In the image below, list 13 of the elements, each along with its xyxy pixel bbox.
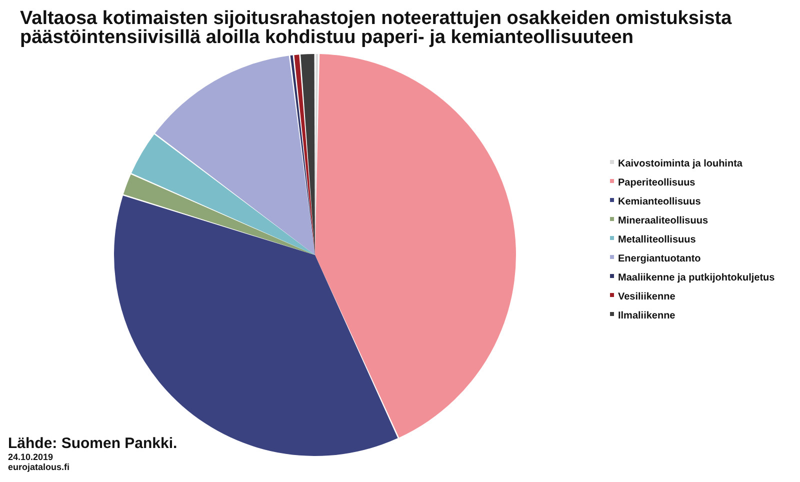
legend-label: Metalliteollisuus — [618, 234, 696, 246]
legend-label: Energiantuotanto — [618, 254, 701, 264]
legend-label: Paperiteollisuus — [618, 178, 696, 188]
text: 24.10.2019 — [8, 452, 54, 462]
text: Lähde: Suomen Pankki. — [8, 435, 178, 452]
legend-label: Mineraaliteollisuus — [618, 216, 708, 226]
legend-label: Kemianteollisuus — [618, 196, 702, 208]
text: eurojatalous.fi — [8, 462, 70, 472]
legend-label: Maaliikenne ja putkijohtokuljetus — [618, 272, 776, 284]
chart-title: Valtaosa kotimaisten sijoitusrahastojen noteerattujen osakkeiden omistuksista päästöintensiivisillä aloilla kohdistuu paperi- ja kemianteollisuuteen — [20, 8, 732, 48]
legend-label: Ilmaliikenne — [618, 310, 676, 322]
legend-label: Kaivostoiminta ja louhinta — [618, 158, 743, 170]
legend-label: Vesiliikenne — [618, 292, 676, 302]
